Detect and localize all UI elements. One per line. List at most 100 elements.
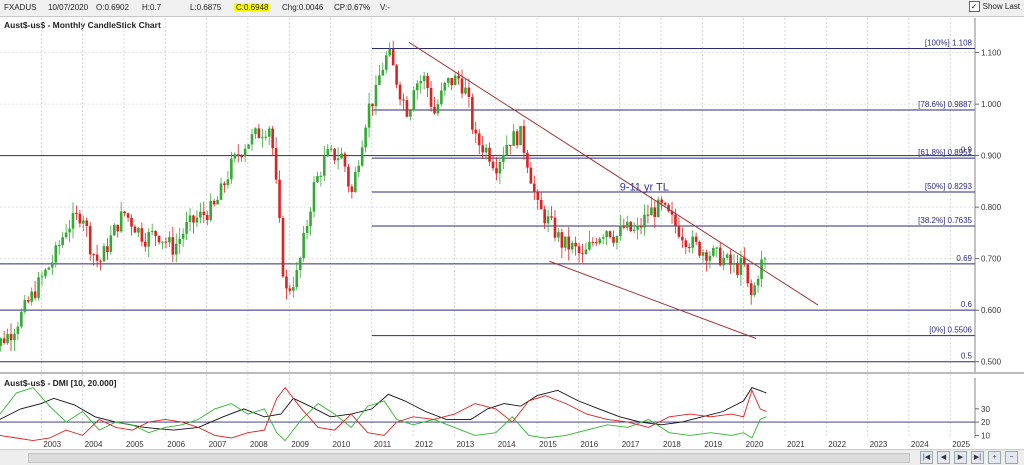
zoom-in-icon[interactable]: + [988, 451, 1001, 464]
candle-body [113, 224, 116, 236]
candle-body [749, 283, 753, 296]
candle-body [92, 254, 95, 256]
candle-body [588, 242, 591, 250]
next-icon[interactable]: ▶ [954, 451, 967, 464]
y-tick-label: 0.800 [981, 203, 1002, 212]
candle-body [54, 245, 58, 263]
candle-body [37, 277, 40, 298]
candle-body [546, 216, 550, 224]
x-tick-label: 2007 [209, 440, 227, 449]
low-label: L:0.6875 [190, 3, 222, 12]
candle-body [539, 199, 543, 210]
candle-body [161, 241, 164, 243]
candle-body [205, 215, 209, 220]
candle-body [705, 252, 708, 261]
candle-body [44, 269, 47, 277]
candle-body [550, 216, 553, 218]
zoom-out-icon[interactable]: − [1005, 451, 1018, 464]
scrollbar-thumb[interactable] [28, 453, 910, 463]
candle-body [102, 246, 106, 262]
candle-body [533, 183, 536, 193]
candle-body [701, 252, 705, 256]
candle-body [725, 254, 729, 258]
trendline [408, 41, 819, 306]
candle-body [9, 333, 13, 341]
candle-body [230, 158, 233, 180]
candle-body [409, 110, 412, 117]
x-tick-label: 2022 [828, 440, 846, 449]
y-tick-label: 0.600 [981, 306, 1002, 315]
high-label: H:0.7 [142, 3, 162, 12]
candle-body [150, 231, 154, 233]
checkbox-check-icon[interactable]: ✓ [968, 1, 980, 12]
chart-title: Aust$-us$ - Monthly CandleStick Chart [4, 20, 161, 30]
candle-body [219, 183, 223, 200]
candle-body [143, 241, 147, 247]
candle-body [95, 254, 99, 261]
dmi-y-tick-label: 30 [981, 405, 990, 414]
candle-body [515, 131, 519, 146]
candlestick-chart[interactable]: Aust$-us$ - Monthly CandleStick Chart [1… [0, 0, 1024, 449]
prev-icon[interactable]: ◀ [937, 451, 950, 464]
open-label: O:0.6902 [96, 3, 129, 12]
candle-body [729, 254, 732, 265]
x-tick-label: 2024 [911, 440, 929, 449]
level-label: [78.6%] 0.9887 [918, 100, 972, 109]
candle-body [2, 338, 6, 343]
candle-body [192, 215, 195, 223]
candle-body [78, 213, 82, 224]
y-tick-label: 0.500 [981, 358, 1002, 367]
candle-body [240, 155, 243, 157]
candle-body [667, 204, 670, 212]
candle-body [350, 186, 354, 192]
candle-body [82, 220, 85, 224]
dmi-title: Aust$-us$ - DMI [10, 20.000] [4, 378, 117, 388]
show-last-toggle[interactable]: ✓ Show Last [968, 1, 1020, 12]
candle-body [23, 299, 27, 312]
candle-body [553, 217, 557, 238]
candle-body [753, 285, 756, 296]
x-tick-label: 2025 [952, 440, 970, 449]
candle-body [109, 235, 113, 253]
candle-body [698, 241, 701, 256]
candle-body [467, 87, 471, 98]
candle-body [491, 161, 495, 169]
candle-body [64, 232, 68, 238]
candle-body [292, 287, 295, 291]
candle-body [446, 78, 450, 83]
chart-scrollbar[interactable]: |◀ ◀ ▶ ▶| + − [0, 449, 1024, 465]
candle-body [298, 257, 302, 271]
dmi-series-line [0, 386, 767, 442]
candle-body [477, 133, 481, 146]
candle-body [405, 100, 409, 117]
quote-toolbar: FXADUS 10/07/2020 O:0.6902 H:0.7 L:0.687… [0, 0, 1024, 17]
candle-body [20, 311, 23, 327]
candle-body [495, 168, 498, 174]
candle-body [188, 215, 192, 223]
x-tick-label: 2023 [870, 440, 888, 449]
candle-body [663, 202, 667, 205]
candle-body [371, 103, 374, 107]
first-icon[interactable]: |◀ [920, 451, 933, 464]
candle-body [340, 153, 343, 159]
y-tick-label: 0.900 [981, 152, 1002, 161]
close-label: C:0.6948 [234, 3, 271, 12]
candle-body [625, 221, 629, 228]
candle-body [594, 242, 598, 244]
candle-body [85, 220, 89, 227]
candle-body [75, 212, 78, 214]
candle-body [426, 75, 429, 89]
candle-body [164, 241, 168, 243]
candle-body [13, 333, 16, 341]
candle-body [681, 236, 684, 241]
level-label: 0.9 [961, 146, 973, 155]
candle-body [612, 237, 615, 243]
candle-body [674, 214, 677, 226]
candle-body [601, 237, 605, 239]
level-label: [100%] 1.108 [925, 38, 973, 47]
level-label: 0.69 [956, 254, 972, 263]
candle-body [119, 211, 123, 232]
candle-body [257, 128, 261, 139]
candle-body [560, 232, 564, 248]
last-icon[interactable]: ▶| [971, 451, 984, 464]
